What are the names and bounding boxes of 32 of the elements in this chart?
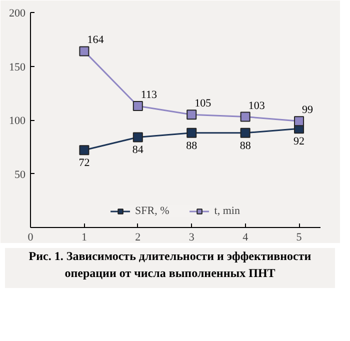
x-tick-label: 3 [188,232,195,244]
text: Рис. 1. Зависимость длительности и эффективности операции от числа выполненных ПНТ [28,248,312,282]
point [79,46,90,56]
data-label: 113 [140,89,158,102]
data-label: 72 [78,157,90,170]
x-tick-label: 5 [296,232,302,244]
point [294,116,304,126]
data-label: 92 [294,136,305,148]
data-label: 84 [132,144,144,156]
data-label: 99 [302,104,314,116]
point [132,132,143,142]
y-tick-label: 200 [9,8,26,20]
data-label: 88 [240,140,252,152]
point [240,112,250,122]
point [79,145,90,156]
x-tick-label: 1 [81,232,87,244]
y-tick-label: 100 [9,115,26,127]
point [132,101,143,112]
x-tick-label: 2 [135,232,141,244]
point [240,128,250,138]
x-tick-label: 4 [242,232,249,244]
data-label: 103 [248,100,266,112]
legend-label: t, min [214,205,240,217]
y-tick-label: 50 [14,168,26,181]
y-tick-label: 150 [9,61,26,74]
data-label: 164 [87,34,104,46]
x-tick-label: 0 [28,232,34,244]
data-label: 88 [186,140,198,152]
legend-label: SFR, % [135,205,170,217]
point [186,110,197,120]
data-label: 105 [194,98,212,110]
point [186,128,197,138]
